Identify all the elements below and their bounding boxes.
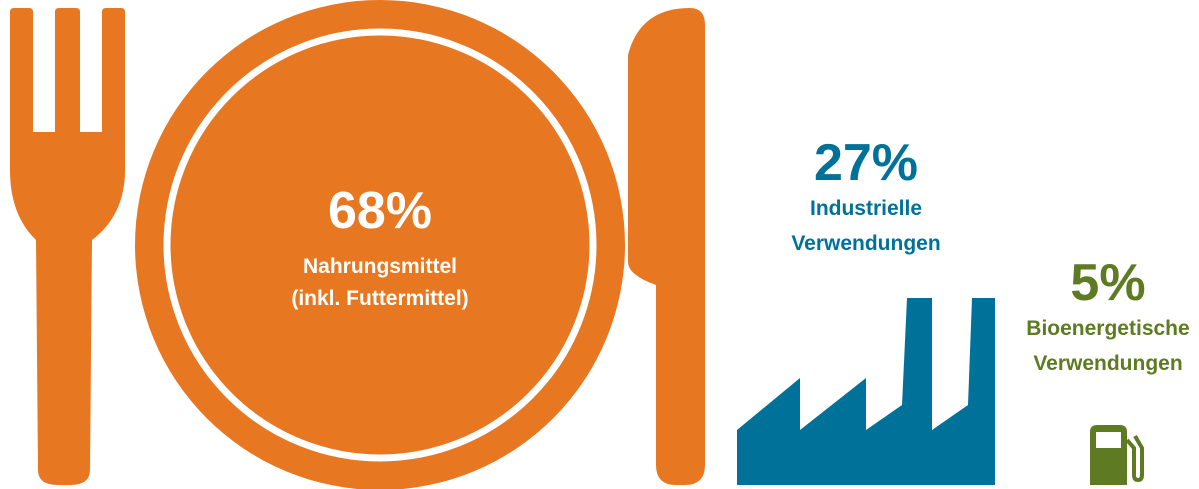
plate-ring <box>163 28 597 462</box>
label: Verwendungen <box>1033 352 1182 375</box>
fork <box>10 8 125 485</box>
value: 68% <box>328 182 432 240</box>
plate <box>135 0 625 489</box>
factory <box>737 298 995 485</box>
label: Verwendungen <box>791 232 940 255</box>
value: 27% <box>814 134 918 192</box>
knife <box>628 8 705 485</box>
fuel-pump <box>1090 425 1144 485</box>
label: Bioenergetische <box>1026 317 1189 340</box>
label: (inkl. Futtermittel) <box>291 287 468 310</box>
label: Nahrungsmittel <box>303 255 457 278</box>
value: 5% <box>1070 254 1145 312</box>
label: Industrielle <box>810 197 922 220</box>
